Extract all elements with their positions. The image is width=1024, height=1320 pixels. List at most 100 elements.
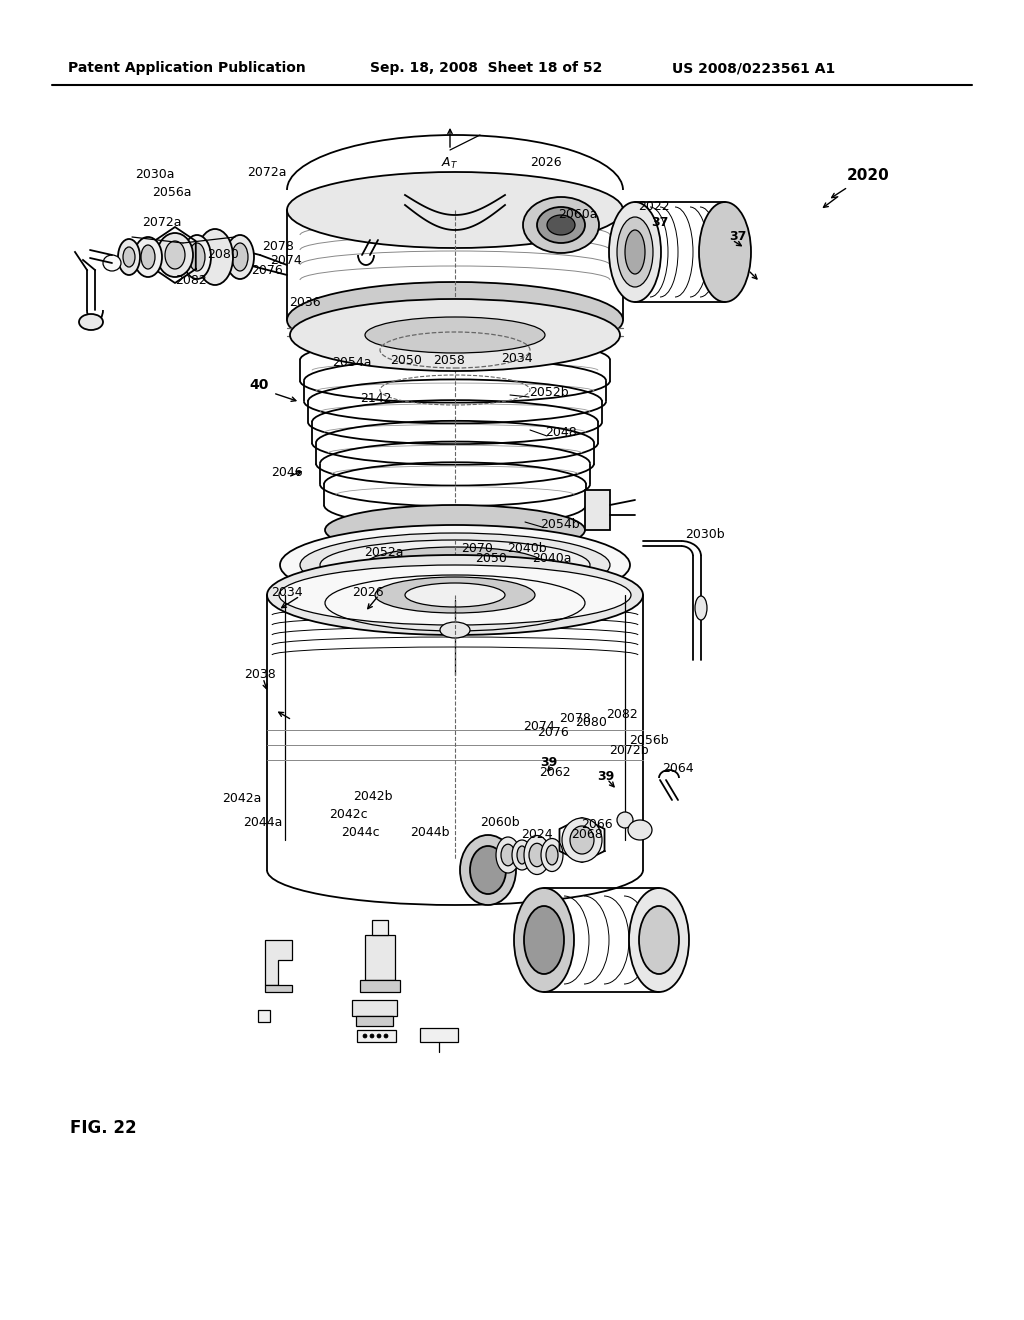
Ellipse shape: [529, 843, 545, 867]
Text: 2050: 2050: [390, 355, 422, 367]
Ellipse shape: [365, 546, 545, 583]
Text: 2030b: 2030b: [685, 528, 725, 541]
Ellipse shape: [118, 239, 140, 275]
Ellipse shape: [370, 1034, 374, 1038]
Ellipse shape: [514, 888, 574, 993]
Ellipse shape: [362, 1034, 367, 1038]
Ellipse shape: [440, 622, 470, 638]
Polygon shape: [265, 985, 292, 993]
Ellipse shape: [628, 820, 652, 840]
Ellipse shape: [290, 300, 620, 371]
Text: 2060b: 2060b: [480, 817, 519, 829]
Text: 2042c: 2042c: [329, 808, 368, 821]
Text: 2082: 2082: [606, 708, 638, 721]
Polygon shape: [360, 979, 400, 993]
Polygon shape: [356, 1016, 393, 1026]
Text: 2074: 2074: [270, 253, 302, 267]
Ellipse shape: [267, 554, 643, 635]
Ellipse shape: [699, 202, 751, 302]
Ellipse shape: [226, 235, 254, 279]
Text: 2024: 2024: [521, 829, 553, 842]
Text: 2062: 2062: [539, 766, 570, 779]
Text: 2072a: 2072a: [142, 215, 181, 228]
Polygon shape: [352, 1001, 397, 1016]
Text: 2020: 2020: [847, 168, 890, 182]
Ellipse shape: [406, 583, 505, 607]
Ellipse shape: [625, 230, 645, 275]
Text: 2082: 2082: [175, 273, 207, 286]
Ellipse shape: [319, 540, 590, 590]
Ellipse shape: [541, 838, 563, 871]
Text: 2054b: 2054b: [540, 517, 580, 531]
Text: Sep. 18, 2008  Sheet 18 of 52: Sep. 18, 2008 Sheet 18 of 52: [370, 61, 602, 75]
Ellipse shape: [501, 845, 515, 866]
Text: 2068: 2068: [571, 829, 603, 842]
Text: 2044b: 2044b: [410, 826, 450, 840]
Ellipse shape: [141, 246, 155, 269]
Text: 2034: 2034: [501, 352, 532, 366]
Text: Patent Application Publication: Patent Application Publication: [68, 61, 306, 75]
Text: 2022: 2022: [638, 201, 670, 214]
Ellipse shape: [123, 247, 135, 267]
Ellipse shape: [639, 906, 679, 974]
Text: 2080: 2080: [575, 715, 607, 729]
Text: 2076: 2076: [537, 726, 568, 738]
Ellipse shape: [79, 314, 103, 330]
Text: 2060a: 2060a: [558, 207, 597, 220]
Text: 2030a: 2030a: [135, 169, 174, 181]
Ellipse shape: [375, 577, 535, 612]
Ellipse shape: [546, 845, 558, 865]
Ellipse shape: [470, 846, 506, 894]
Ellipse shape: [524, 906, 564, 974]
Ellipse shape: [617, 812, 633, 828]
Text: 2052b: 2052b: [529, 387, 568, 400]
Ellipse shape: [609, 202, 662, 302]
Text: 2066: 2066: [581, 818, 612, 832]
Polygon shape: [372, 920, 388, 935]
Text: 39: 39: [597, 770, 614, 783]
Text: 2040b: 2040b: [507, 543, 547, 556]
Text: 2046: 2046: [271, 466, 303, 479]
Ellipse shape: [103, 255, 121, 271]
Polygon shape: [258, 1010, 270, 1022]
Text: 2042b: 2042b: [353, 791, 392, 804]
Text: 2058: 2058: [433, 355, 465, 367]
Text: 2048: 2048: [545, 425, 577, 438]
Ellipse shape: [183, 235, 211, 279]
Text: 2054a: 2054a: [332, 356, 372, 370]
Text: 2034: 2034: [271, 586, 303, 599]
Polygon shape: [357, 1030, 396, 1041]
Text: 2038: 2038: [244, 668, 275, 681]
Ellipse shape: [512, 840, 532, 870]
Ellipse shape: [517, 846, 527, 865]
Ellipse shape: [460, 836, 516, 906]
Text: 2040a: 2040a: [532, 552, 571, 565]
Ellipse shape: [365, 317, 545, 352]
Text: 2026: 2026: [530, 156, 561, 169]
Text: 2070: 2070: [461, 541, 493, 554]
Text: 2056a: 2056a: [152, 186, 191, 198]
Ellipse shape: [537, 207, 585, 243]
Polygon shape: [365, 935, 395, 979]
Ellipse shape: [629, 888, 689, 993]
Text: 2078: 2078: [559, 713, 591, 726]
Ellipse shape: [165, 242, 185, 269]
Text: 2050: 2050: [475, 552, 507, 565]
Text: 2072b: 2072b: [609, 743, 648, 756]
Text: $A_T$: $A_T$: [441, 156, 458, 170]
Ellipse shape: [300, 533, 610, 597]
Text: 2052a: 2052a: [364, 546, 403, 560]
Text: 2026: 2026: [352, 586, 384, 598]
Text: 2036: 2036: [289, 297, 321, 309]
Ellipse shape: [157, 234, 193, 277]
Text: 37: 37: [729, 230, 746, 243]
Ellipse shape: [287, 282, 623, 358]
Ellipse shape: [377, 1034, 381, 1038]
Text: 2078: 2078: [262, 239, 294, 252]
Polygon shape: [420, 1028, 458, 1041]
Ellipse shape: [279, 565, 631, 624]
Text: 2042a: 2042a: [222, 792, 261, 805]
Ellipse shape: [524, 836, 550, 874]
Ellipse shape: [570, 826, 594, 854]
Ellipse shape: [287, 172, 623, 248]
